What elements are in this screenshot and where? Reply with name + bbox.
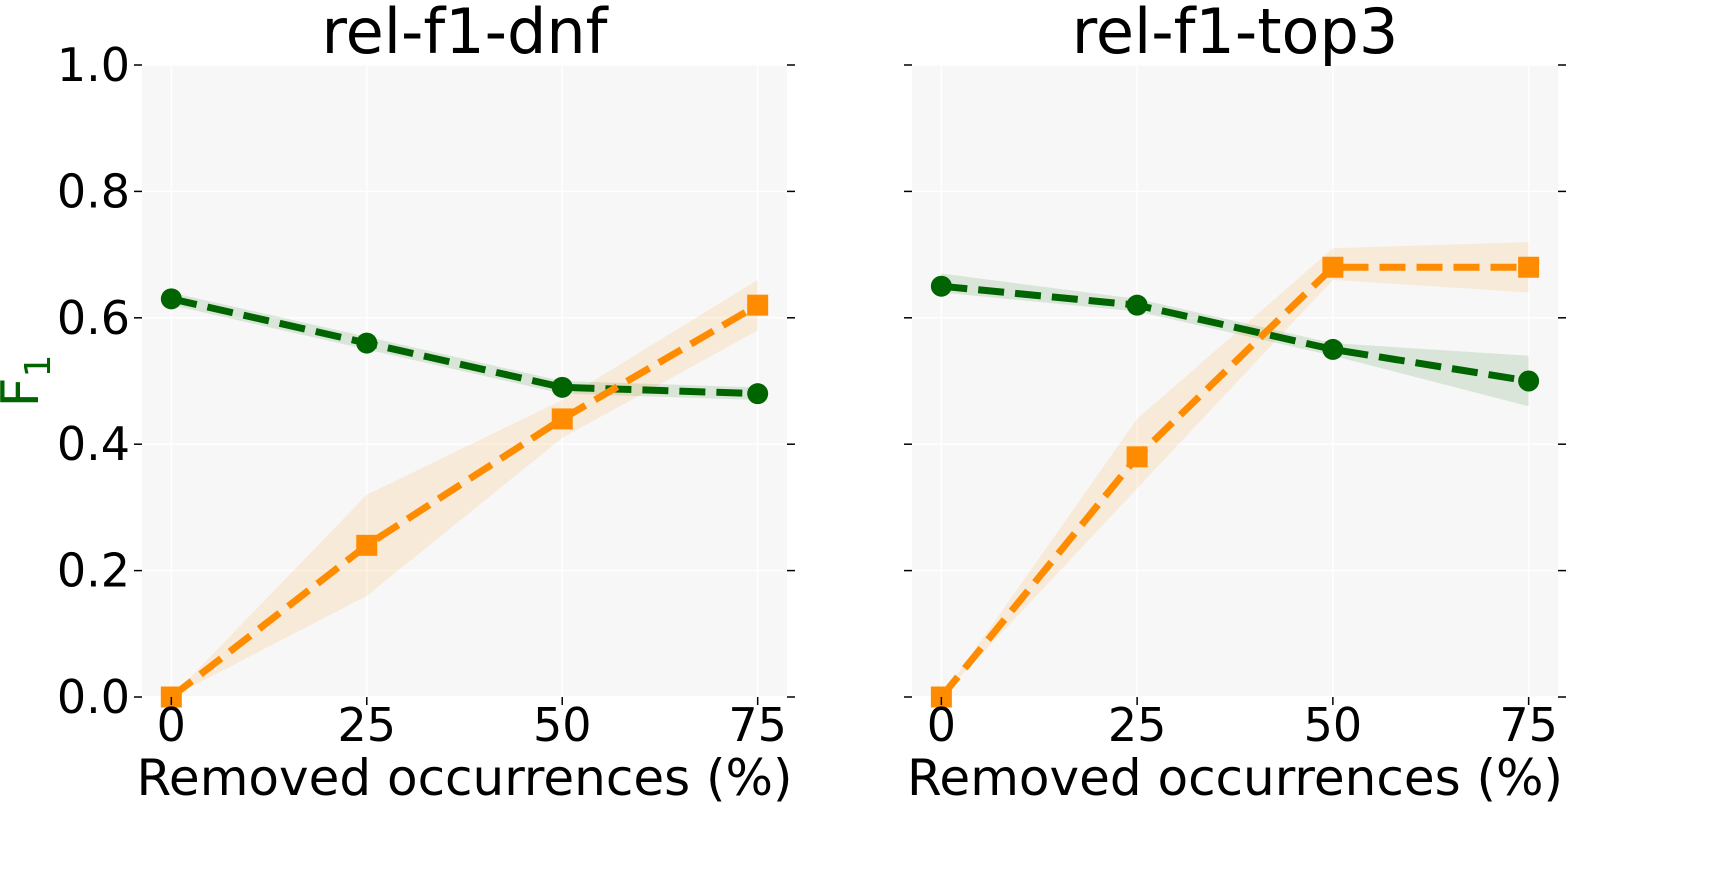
y-axis-label: F1 — [0, 355, 59, 408]
x-tick-label: 75 — [728, 698, 787, 752]
chart-title: rel-f1-dnf — [322, 0, 610, 68]
data-point-circle — [1126, 294, 1148, 316]
x-tick-label: 50 — [1304, 698, 1363, 752]
y-tick-label: 0.4 — [57, 417, 130, 471]
x-tick-label: 0 — [157, 698, 186, 752]
x-tick-label: 75 — [1499, 698, 1558, 752]
data-point-circle — [747, 383, 769, 405]
series-line — [169, 302, 760, 700]
confidence-bands — [941, 241, 1529, 697]
grid-lines — [142, 64, 787, 698]
data-point-circle — [551, 376, 573, 398]
x-tick-label: 25 — [337, 698, 396, 752]
y-tick-label: 0.2 — [57, 544, 130, 598]
data-point-circle — [160, 288, 182, 310]
x-tick-label: 0 — [927, 698, 956, 752]
series-markers — [160, 288, 769, 708]
series-line — [938, 263, 1529, 700]
x-axis-label: Removed occurrences (%) — [907, 749, 1563, 807]
data-point-square — [551, 408, 573, 430]
x-tick-label: 50 — [533, 698, 592, 752]
data-point-circle — [1322, 338, 1344, 360]
data-point-square — [1126, 446, 1148, 468]
data-point-square — [1322, 256, 1344, 278]
series-lines — [938, 263, 1530, 700]
x-tick-label: 25 — [1108, 698, 1167, 752]
x-axis-label: Removed occurrences (%) — [136, 749, 792, 807]
data-point-square — [747, 294, 769, 316]
confidence-band — [941, 241, 1529, 697]
y-axis-label-subscript: 1 — [18, 355, 59, 378]
confidence-band — [171, 279, 758, 697]
y-tick-label: 1.0 — [57, 38, 130, 92]
grid-lines — [912, 64, 1558, 698]
y-tick-label: 0.8 — [57, 164, 130, 218]
plot-background — [912, 65, 1558, 697]
data-point-square — [356, 534, 378, 556]
plot-background — [142, 65, 787, 697]
chart-panel-rel-f1-top3: 0 25 50 75 rel-f1-top3 Removed occurrences … — [904, 0, 1566, 807]
axis-ticks: 0 25 50 75 — [904, 64, 1566, 752]
data-point-circle — [1518, 370, 1540, 392]
data-point-circle — [930, 275, 952, 297]
series-line — [941, 282, 1530, 385]
data-point-circle — [356, 332, 378, 354]
y-axis-label-main: F — [0, 377, 51, 407]
chart-panel-rel-f1-dnf: 0.0 0.2 0.4 0.6 0.8 1.0 0 25 50 75 rel-f1-dnf Rem… — [0, 0, 795, 807]
data-point-square — [1518, 256, 1540, 278]
confidence-band — [941, 273, 1529, 407]
axis-ticks: 0.0 0.2 0.4 0.6 0.8 1.0 0 25 50 75 — [57, 38, 795, 752]
series-line — [170, 295, 758, 398]
y-tick-label: 0.6 — [57, 291, 130, 345]
series-lines — [169, 295, 760, 700]
y-tick-label: 0.0 — [57, 670, 130, 724]
series-markers — [930, 256, 1540, 708]
chart-title: rel-f1-top3 — [1072, 0, 1399, 68]
